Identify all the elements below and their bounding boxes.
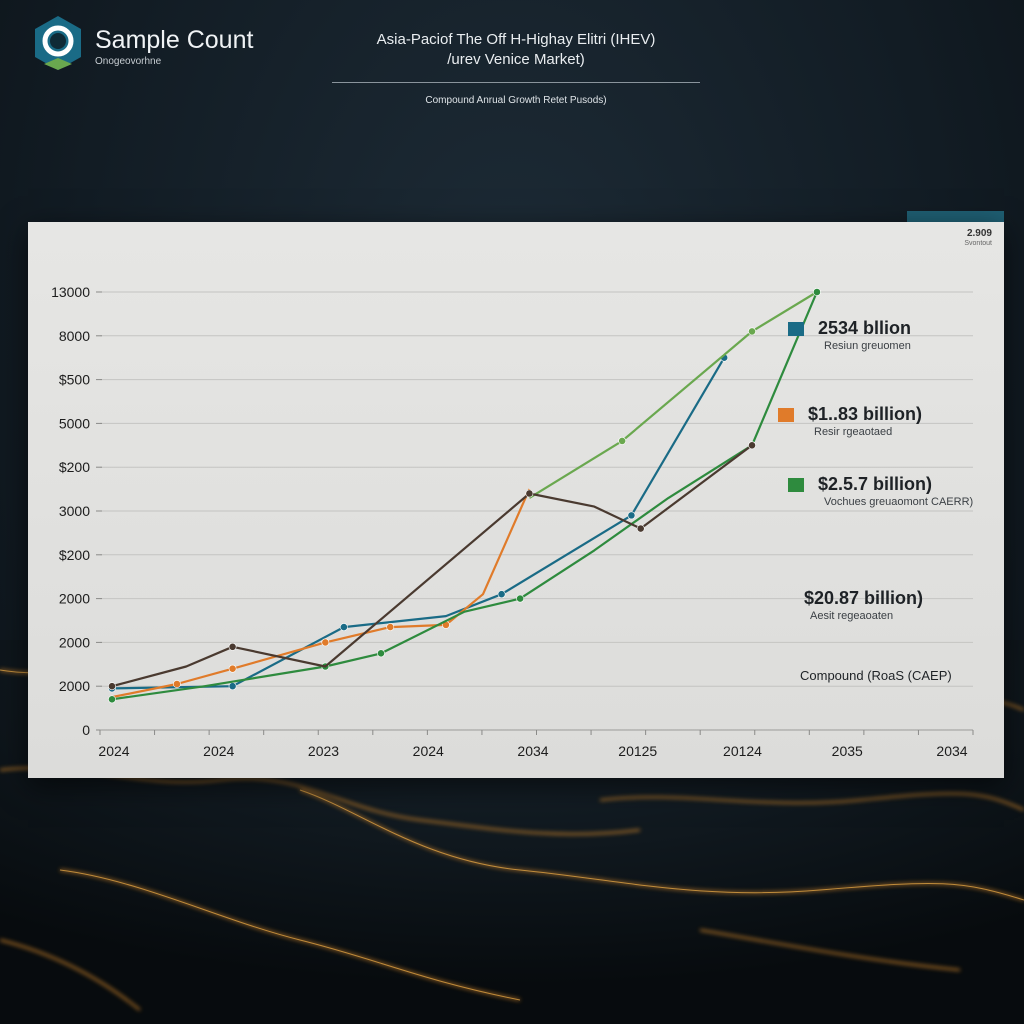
series-point-teal xyxy=(228,682,237,691)
legend-swatch xyxy=(788,478,804,492)
y-tick-label: 2000 xyxy=(59,678,90,694)
y-tick-label: $500 xyxy=(59,372,90,388)
annotation-value: Compound (RoaS (CAEP) xyxy=(800,668,952,683)
annotation-subtitle: Resiun greuomen xyxy=(824,340,911,352)
x-tick-label: 2024 xyxy=(413,743,444,759)
series-point-orange xyxy=(228,664,237,673)
series-point-green xyxy=(108,695,116,704)
chart-subtitle: Compound Anrual Growth Retet Pusods) xyxy=(425,95,607,106)
series-point-green xyxy=(516,594,525,603)
chart-title-line2: /urev Venice Market) xyxy=(447,51,585,68)
x-tick-label: 2024 xyxy=(203,743,234,759)
corner-sub-label: Svontout xyxy=(964,240,992,247)
y-tick-label: 13000 xyxy=(51,284,90,300)
series-point-lightgreen xyxy=(618,437,627,445)
legend-swatch xyxy=(788,322,804,336)
annotation-subtitle: Aesit regeaoaten xyxy=(810,610,894,622)
series-point-teal xyxy=(627,511,636,520)
y-tick-label: 8000 xyxy=(59,328,90,344)
y-tick-label: 0 xyxy=(82,722,90,738)
y-tick-label: 5000 xyxy=(59,415,90,431)
series-line-brown xyxy=(111,444,753,688)
panel-tab-accent xyxy=(907,211,1004,223)
y-tick-label: 2000 xyxy=(59,591,90,607)
series-line-lightgreen xyxy=(528,291,818,499)
chart-panel: 13000 8000 $500 5000 $200 3000 $200 2000 2000 200… xyxy=(28,222,1004,778)
brand-name: Sample Count xyxy=(95,26,254,54)
x-tick-label: 2023 xyxy=(308,743,339,759)
annotation-value: $1..83 billion) xyxy=(808,404,923,424)
series-point-brown xyxy=(748,441,756,450)
line-chart: 13000 8000 $500 5000 $200 3000 $200 2000 2000 200… xyxy=(51,284,974,759)
x-tick-label: 20124 xyxy=(723,743,762,759)
y-tick-label: $200 xyxy=(59,459,90,475)
annotation-value: 2534 bllion xyxy=(818,318,912,338)
x-tick-label: 2034 xyxy=(936,743,967,759)
brand-subtitle: Onogeovorhne xyxy=(95,56,162,67)
series-point-lightgreen xyxy=(748,327,756,336)
x-tick-label: 2034 xyxy=(517,743,548,759)
series-point-orange xyxy=(321,638,330,647)
y-tick-label: 3000 xyxy=(59,503,90,519)
chart-title: Asia-Paciof The Off H-Highay Elitri (IHE… xyxy=(330,30,702,70)
x-tick-label: 2024 xyxy=(98,743,129,759)
series-point-brown xyxy=(525,489,534,498)
corner-year-label: 2.909 xyxy=(966,228,992,239)
series-point-orange xyxy=(173,680,181,688)
series-point-orange xyxy=(386,623,395,631)
series-point-brown xyxy=(636,524,645,533)
y-tick-label: 2000 xyxy=(59,634,90,650)
annotation-value: $2.5.7 billion) xyxy=(818,474,933,494)
brand-logo-icon xyxy=(35,16,81,70)
x-tick-label: 2035 xyxy=(832,743,863,759)
series-point-teal xyxy=(497,590,506,599)
chart-title-line1: Asia-Paciof The Off H-Highay Elitri (IHE… xyxy=(376,31,656,48)
y-tick-label: $200 xyxy=(59,547,90,563)
annotation-value: $20.87 billion) xyxy=(804,588,924,608)
series-point-green xyxy=(377,649,385,658)
series-line-orange xyxy=(111,488,531,699)
series-line-green xyxy=(111,291,818,701)
annotation-subtitle: Vochues greuaomont CAERR) xyxy=(824,496,974,508)
legend-swatch xyxy=(778,408,794,422)
series-point-brown xyxy=(228,642,237,651)
series-point-brown xyxy=(108,682,116,691)
title-divider xyxy=(332,82,700,83)
x-tick-label: 20125 xyxy=(618,743,657,759)
series-point-teal xyxy=(339,623,348,631)
annotation-subtitle: Resir rgeaotaed xyxy=(814,426,893,438)
series-point-green xyxy=(813,288,821,296)
